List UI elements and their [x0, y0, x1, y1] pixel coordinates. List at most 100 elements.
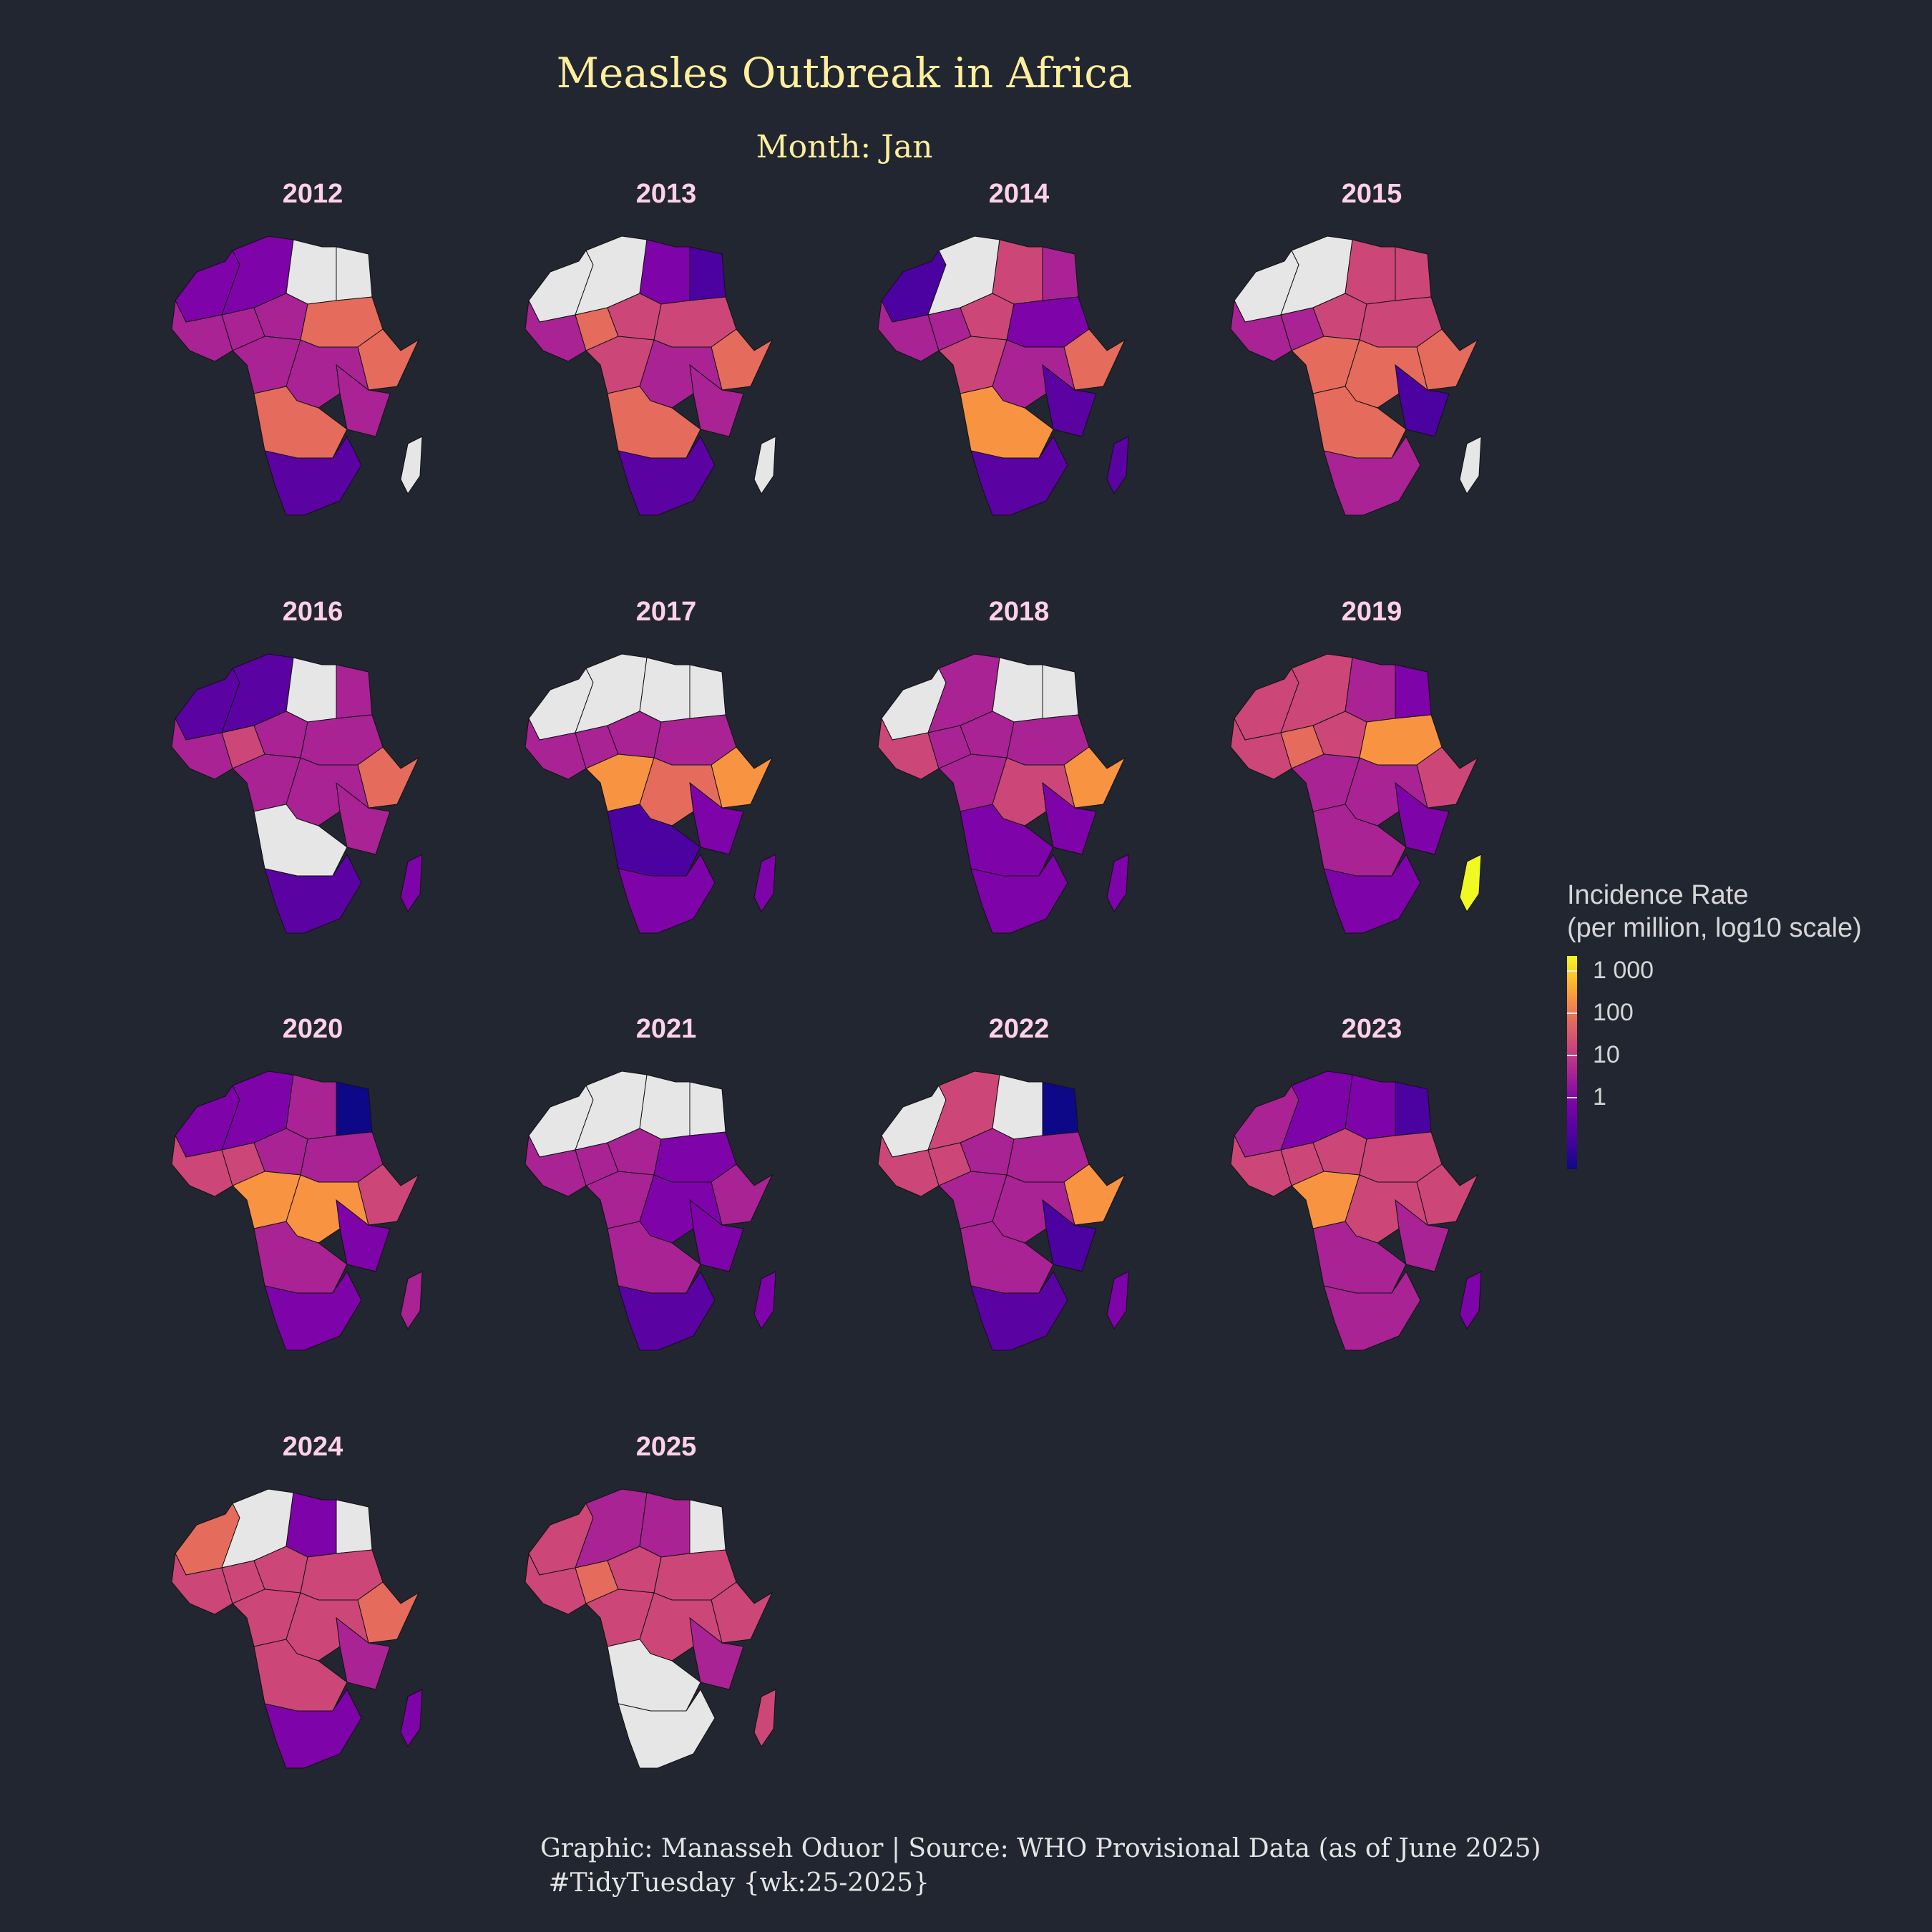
- country-region-mg: [400, 436, 423, 494]
- panel-title: 2018: [988, 597, 1050, 627]
- country-region-mg: [400, 1271, 423, 1330]
- country-region-waf: [1230, 1134, 1292, 1197]
- map-panel-2017: 2017: [489, 597, 843, 1015]
- country-region-mg: [1459, 854, 1482, 912]
- country-region-ly: [639, 657, 691, 723]
- country-region-mg: [753, 854, 776, 912]
- africa-map: [525, 1070, 776, 1351]
- map-panel-2019: 2019: [1195, 597, 1548, 1015]
- country-region-za: [1323, 1271, 1421, 1351]
- map-panel-2013: 2013: [489, 179, 843, 597]
- country-region-eg: [689, 246, 726, 301]
- africa-map: [525, 653, 776, 934]
- country-region-eg: [1395, 1081, 1432, 1136]
- chart-subtitle: Month: Jan: [756, 129, 933, 165]
- map-panel-2022: 2022: [842, 1014, 1196, 1432]
- country-region-waf: [1230, 717, 1292, 780]
- legend-tick-mark: [1567, 1054, 1577, 1056]
- caption-line2: #TidyTuesday {wk:25-2025}: [540, 1868, 930, 1898]
- country-region-ly: [286, 1074, 337, 1140]
- country-region-mg: [1459, 1271, 1482, 1330]
- country-region-waf: [1230, 299, 1292, 362]
- country-region-za: [970, 436, 1068, 516]
- africa-map: [525, 235, 776, 516]
- legend-tick-mark: [1567, 1096, 1577, 1098]
- africa-map: [877, 653, 1129, 934]
- map-panel-2016: 2016: [136, 597, 489, 1015]
- country-region-eg: [689, 1499, 726, 1554]
- country-region-waf: [525, 1134, 587, 1197]
- country-region-eg: [1395, 246, 1432, 301]
- country-region-za: [970, 1271, 1068, 1351]
- legend-tick-label: 100: [1593, 998, 1634, 1026]
- country-region-eg: [689, 664, 726, 719]
- map-panel-2014: 2014: [842, 179, 1196, 597]
- caption-line1: Graphic: Manasseh Oduor | Source: WHO Pr…: [540, 1834, 1541, 1863]
- country-region-waf: [877, 299, 940, 362]
- country-region-mg: [1106, 854, 1129, 912]
- panel-title: 2019: [1341, 597, 1402, 627]
- legend-tick-mark: [1567, 1012, 1577, 1014]
- map-panel-2025: 2025: [489, 1432, 843, 1850]
- country-region-waf: [877, 1134, 940, 1197]
- country-region-waf: [171, 299, 233, 362]
- panel-title: 2016: [282, 597, 343, 627]
- country-region-eg: [336, 664, 373, 719]
- map-panel-2024: 2024: [136, 1432, 489, 1850]
- country-region-za: [1323, 854, 1421, 934]
- country-region-eg: [1042, 1081, 1079, 1136]
- legend-tick-label: 1: [1593, 1083, 1606, 1111]
- panel-title: 2022: [988, 1014, 1050, 1044]
- chart-title: Measles Outbreak in Africa: [556, 49, 1133, 97]
- legend-tick-label: 10: [1593, 1040, 1620, 1068]
- country-region-ly: [639, 239, 691, 305]
- country-region-waf: [171, 1552, 233, 1615]
- panel-title: 2020: [282, 1014, 343, 1044]
- panel-title: 2014: [988, 179, 1050, 209]
- country-region-ly: [639, 1074, 691, 1140]
- panel-title: 2021: [635, 1014, 697, 1044]
- map-panel-2021: 2021: [489, 1014, 843, 1432]
- country-region-mg: [400, 854, 423, 912]
- legend-title-line2: (per million, log10 scale): [1567, 913, 1862, 943]
- country-region-ly: [992, 239, 1043, 305]
- country-region-za: [618, 854, 716, 934]
- country-region-waf: [525, 299, 587, 362]
- country-region-za: [618, 1689, 716, 1769]
- country-region-eg: [689, 1081, 726, 1136]
- country-region-za: [970, 854, 1068, 934]
- panel-title: 2012: [282, 179, 343, 209]
- africa-map: [1230, 1070, 1482, 1351]
- caption: Graphic: Manasseh Oduor | Source: WHO Pr…: [540, 1832, 1541, 1901]
- country-region-mg: [753, 1271, 776, 1330]
- country-region-ly: [286, 1492, 337, 1558]
- panel-title: 2024: [282, 1432, 343, 1462]
- africa-map: [171, 1070, 423, 1351]
- panel-title: 2015: [1341, 179, 1402, 209]
- country-region-za: [264, 1689, 362, 1769]
- map-panel-2015: 2015: [1195, 179, 1548, 597]
- country-region-eg: [336, 246, 373, 301]
- country-region-mg: [1459, 436, 1482, 494]
- panel-title: 2013: [635, 179, 697, 209]
- country-region-mg: [753, 436, 776, 494]
- country-region-za: [264, 1271, 362, 1351]
- country-region-za: [1323, 436, 1421, 516]
- africa-map: [1230, 235, 1482, 516]
- panel-title: 2023: [1341, 1014, 1402, 1044]
- country-region-waf: [171, 1134, 233, 1197]
- country-region-mg: [400, 1689, 423, 1747]
- country-region-eg: [1395, 664, 1432, 719]
- country-region-ly: [286, 657, 337, 723]
- legend-tick-label: 1 000: [1593, 956, 1654, 984]
- country-region-mg: [1106, 1271, 1129, 1330]
- country-region-waf: [525, 717, 587, 780]
- legend-title: Incidence Rate (per million, log10 scale…: [1567, 879, 1862, 945]
- africa-map: [525, 1488, 776, 1769]
- country-region-za: [618, 1271, 716, 1351]
- country-region-waf: [877, 717, 940, 780]
- country-region-mg: [753, 1689, 776, 1747]
- africa-map: [171, 1488, 423, 1769]
- legend-title-line1: Incidence Rate: [1567, 880, 1749, 910]
- country-region-eg: [336, 1499, 373, 1554]
